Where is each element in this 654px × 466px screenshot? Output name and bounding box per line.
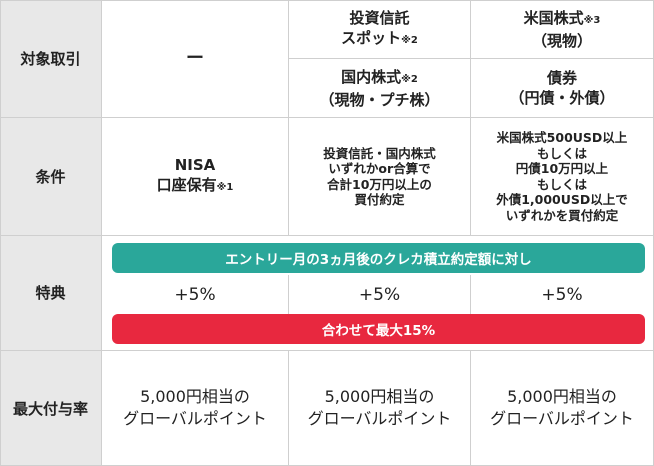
benefit-pct-col2-text: +5% <box>358 285 401 305</box>
divider <box>470 275 471 315</box>
target-col3-bottom-line1: 債券 <box>546 69 577 87</box>
divider <box>0 0 1 466</box>
target-col2-bottom: 国内株式※2 （現物・プチ株） <box>289 59 470 117</box>
divider <box>0 350 654 351</box>
target-col1: ー <box>102 1 288 117</box>
divider <box>0 0 654 1</box>
entry-notice-text: エントリー月の3ヵ月後のクレカ積立約定額に対し <box>225 252 532 268</box>
max-total-bar: 合わせて最大15% <box>112 314 645 344</box>
target-col2-top-line2: スポット <box>341 29 402 47</box>
divider <box>0 117 654 118</box>
condition-col2-line: 合計10万円以上の <box>327 176 432 192</box>
max-total-text: 合わせて最大15% <box>321 323 436 339</box>
condition-col3-line: もしくは <box>536 145 587 161</box>
max-rate-col3: 5,000円相当の グローバルポイント <box>471 351 653 465</box>
benefit-pct-col1-text: +5% <box>174 285 216 305</box>
footnote-marker: ※3 <box>583 15 601 26</box>
row-header-condition: 条件 <box>0 118 101 235</box>
divider <box>288 0 289 235</box>
condition-col2: 投資信託・国内株式 いずれかor合算で 合計10万円以上の 買付約定 <box>289 118 470 235</box>
max-rate-col1-line2: グローバルポイント <box>123 409 267 428</box>
footnote-marker: ※1 <box>216 182 234 193</box>
entry-notice-bar: エントリー月の3ヵ月後のクレカ積立約定額に対し <box>112 243 645 273</box>
target-col2-top: 投資信託 スポット※2 <box>289 1 470 58</box>
max-rate-col2-line2: グローバルポイント <box>307 409 452 428</box>
footnote-marker: ※2 <box>401 73 418 85</box>
row-header-target-label: 対象取引 <box>20 49 81 68</box>
footnote-marker: ※2 <box>401 35 418 46</box>
divider <box>470 0 471 235</box>
max-rate-col2: 5,000円相当の グローバルポイント <box>289 351 470 465</box>
divider <box>288 350 289 466</box>
condition-col3-line: 外債1,000USD以上で <box>496 192 628 207</box>
divider <box>101 0 102 466</box>
divider <box>470 350 471 466</box>
condition-col2-line: 投資信託・国内株式 <box>323 145 436 161</box>
row-header-max-rate-label: 最大付与率 <box>12 399 88 418</box>
condition-col3-line: 円債10万円以上 <box>515 161 609 176</box>
condition-col3-line: いずれかを買付約定 <box>505 207 619 223</box>
max-rate-col2-line1: 5,000円相当の <box>324 387 435 406</box>
max-rate-col3-line2: グローバルポイント <box>490 409 634 428</box>
max-rate-col3-line1: 5,000円相当の <box>507 387 617 406</box>
divider <box>0 235 654 236</box>
row-header-target: 対象取引 <box>0 0 101 117</box>
max-rate-col1-line1: 5,000円相当の <box>140 387 250 406</box>
target-col1-text: ー <box>186 48 204 69</box>
condition-col3-line: 米国株式500USD以上 <box>496 130 628 145</box>
condition-col2-line: 買付約定 <box>354 192 405 207</box>
condition-col1: NISA 口座保有※1 <box>102 118 288 235</box>
divider <box>288 275 289 315</box>
target-col2-bottom-line2: （現物・プチ株） <box>319 90 440 109</box>
row-header-benefit-label: 特典 <box>35 284 66 302</box>
benefit-pct-col3: +5% <box>471 278 653 312</box>
target-col3-top-line1: 米国株式 <box>523 9 584 27</box>
row-header-benefit: 特典 <box>0 236 101 350</box>
benefit-pct-col1: +5% <box>102 278 288 312</box>
benefit-pct-col2: +5% <box>289 278 470 312</box>
condition-col2-line: いずれかor合算で <box>328 161 431 176</box>
target-col3-bottom-line2: （円債・外債） <box>509 89 615 107</box>
target-col2-bottom-line1: 国内株式 <box>341 67 402 86</box>
target-col3-top-line2: （現物） <box>531 32 592 50</box>
condition-col1-line1: NISA <box>174 156 216 174</box>
row-header-max-rate: 最大付与率 <box>0 351 101 466</box>
target-col3-top: 米国株式※3 （現物） <box>471 1 653 58</box>
condition-col3: 米国株式500USD以上 もしくは 円債10万円以上 もしくは 外債1,000U… <box>471 118 653 235</box>
max-rate-col1: 5,000円相当の グローバルポイント <box>102 351 288 465</box>
benefit-pct-col3-text: +5% <box>541 285 583 305</box>
divider <box>288 58 654 59</box>
target-col3-bottom: 債券 （円債・外債） <box>471 59 653 117</box>
target-col2-top-line1: 投資信託 <box>349 9 410 27</box>
row-header-condition-label: 条件 <box>35 167 66 186</box>
condition-col1-line2: 口座保有 <box>156 176 217 194</box>
condition-col3-line: もしくは <box>536 176 587 192</box>
